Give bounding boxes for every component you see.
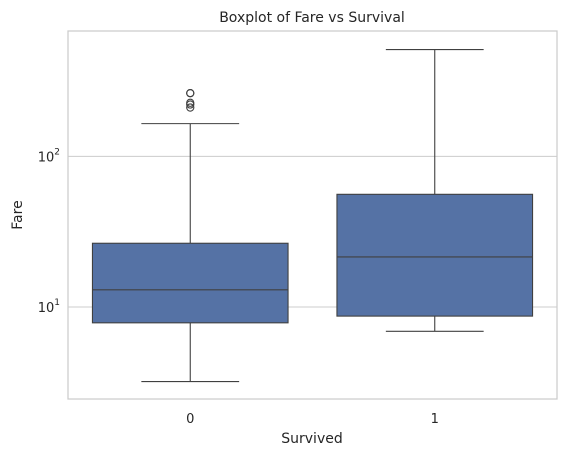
- x-tick-label: 1: [431, 412, 439, 427]
- box-iqr: [92, 243, 288, 323]
- y-tick-label: 102: [38, 147, 60, 165]
- x-tick-label: 0: [186, 412, 194, 427]
- box-iqr: [337, 194, 533, 316]
- chart-title: Boxplot of Fare vs Survival: [219, 10, 405, 26]
- x-axis-label: Survived: [281, 431, 342, 447]
- y-axis-label: Fare: [10, 200, 26, 229]
- y-tick-label: 101: [38, 298, 60, 316]
